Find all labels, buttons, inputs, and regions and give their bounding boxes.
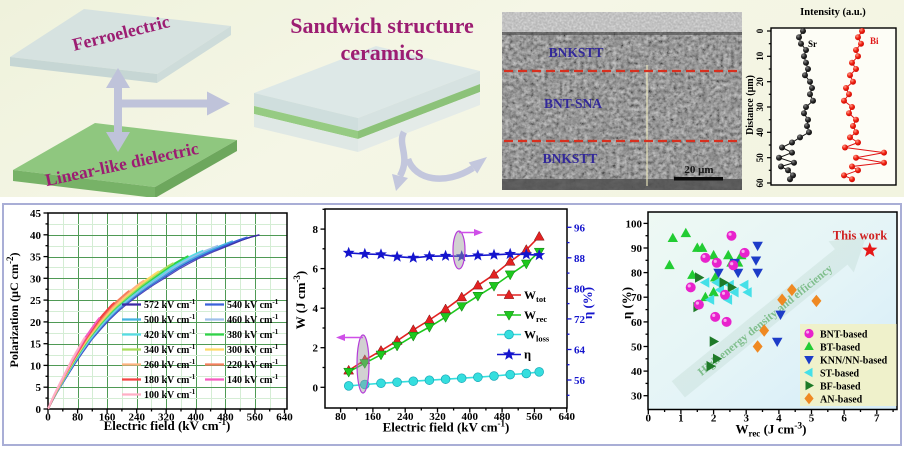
svg-text:4: 4 bbox=[776, 413, 782, 425]
svg-text:35: 35 bbox=[30, 252, 42, 264]
svg-text:Electric field (kV cm-1): Electric field (kV cm-1) bbox=[383, 419, 510, 435]
svg-text:This work: This work bbox=[833, 229, 888, 243]
svg-text:0: 0 bbox=[313, 382, 319, 394]
svg-text:0: 0 bbox=[36, 404, 42, 416]
svg-text:Polarization (μC cm-2): Polarization (μC cm-2) bbox=[5, 253, 21, 368]
svg-text:AN-based: AN-based bbox=[820, 394, 863, 405]
svg-text:20 μm: 20 μm bbox=[684, 164, 713, 176]
svg-text:6: 6 bbox=[313, 264, 319, 276]
svg-text:140 kV cm-1: 140 kV cm-1 bbox=[227, 373, 279, 386]
svg-text:Sr: Sr bbox=[808, 39, 817, 49]
svg-text:40: 40 bbox=[755, 127, 765, 137]
svg-text:240: 240 bbox=[397, 411, 414, 423]
svg-text:ST-based: ST-based bbox=[820, 368, 860, 379]
svg-text:2: 2 bbox=[313, 343, 319, 355]
svg-text:80: 80 bbox=[631, 268, 643, 280]
svg-text:540 kV cm-1: 540 kV cm-1 bbox=[227, 298, 279, 311]
svg-text:1: 1 bbox=[678, 413, 684, 425]
svg-text:100 kV cm-1: 100 kV cm-1 bbox=[144, 388, 196, 401]
svg-text:480: 480 bbox=[217, 412, 234, 424]
svg-text:Sandwich structure: Sandwich structure bbox=[290, 13, 474, 38]
svg-text:4: 4 bbox=[313, 303, 319, 315]
svg-text:BNKSTT: BNKSTT bbox=[543, 151, 598, 166]
svg-text:40: 40 bbox=[631, 366, 643, 378]
svg-text:Electric field (kV cm-1): Electric field (kV cm-1) bbox=[104, 417, 231, 433]
svg-text:88: 88 bbox=[574, 253, 586, 265]
svg-text:80: 80 bbox=[574, 283, 586, 295]
svg-text:0: 0 bbox=[646, 413, 652, 425]
svg-text:380 kV cm-1: 380 kV cm-1 bbox=[227, 328, 279, 341]
svg-text:60: 60 bbox=[755, 178, 765, 188]
svg-text:8: 8 bbox=[313, 224, 319, 236]
svg-text:0: 0 bbox=[755, 28, 765, 33]
svg-text:64: 64 bbox=[574, 345, 586, 357]
svg-text:KNN/NN-based: KNN/NN-based bbox=[820, 355, 888, 366]
svg-text:50: 50 bbox=[755, 153, 765, 163]
svg-text:5: 5 bbox=[809, 413, 815, 425]
svg-text:7: 7 bbox=[874, 413, 880, 425]
svg-text:BNT-based: BNT-based bbox=[820, 329, 868, 340]
svg-text:2: 2 bbox=[711, 413, 717, 425]
svg-text:30: 30 bbox=[755, 102, 765, 112]
svg-text:5: 5 bbox=[36, 382, 42, 394]
svg-text:300 kV cm-1: 300 kV cm-1 bbox=[227, 343, 279, 356]
svg-text:BF-based: BF-based bbox=[820, 381, 861, 392]
svg-text:0: 0 bbox=[45, 412, 51, 424]
svg-text:640: 640 bbox=[558, 411, 575, 423]
svg-text:10: 10 bbox=[30, 360, 42, 372]
svg-text:80: 80 bbox=[335, 411, 347, 423]
svg-text:15: 15 bbox=[30, 339, 42, 351]
svg-text:340 kV cm-1: 340 kV cm-1 bbox=[144, 343, 196, 356]
svg-text:45: 45 bbox=[30, 208, 42, 220]
svg-text:ceramics: ceramics bbox=[340, 40, 423, 65]
svg-text:400: 400 bbox=[462, 411, 479, 423]
svg-text:500 kV cm-1: 500 kV cm-1 bbox=[144, 313, 196, 326]
svg-text:40: 40 bbox=[30, 230, 42, 242]
svg-text:W (J cm-3): W (J cm-3) bbox=[292, 271, 308, 330]
svg-text:10: 10 bbox=[755, 51, 765, 61]
svg-text:30: 30 bbox=[30, 273, 42, 285]
svg-text:70: 70 bbox=[631, 292, 643, 304]
svg-text:560: 560 bbox=[526, 411, 543, 423]
svg-text:η (%): η (%) bbox=[580, 287, 595, 319]
svg-text:572 kV cm-1: 572 kV cm-1 bbox=[144, 298, 196, 311]
svg-text:56: 56 bbox=[574, 375, 586, 387]
svg-text:480: 480 bbox=[494, 411, 511, 423]
svg-text:η: η bbox=[524, 348, 531, 362]
svg-text:60: 60 bbox=[631, 317, 643, 329]
svg-text:160: 160 bbox=[365, 411, 382, 423]
svg-text:320: 320 bbox=[158, 412, 175, 424]
svg-text:20: 20 bbox=[30, 317, 42, 329]
svg-text:80: 80 bbox=[72, 412, 84, 424]
svg-text:Intensity (a.u.): Intensity (a.u.) bbox=[800, 7, 866, 18]
svg-text:260 kV cm-1: 260 kV cm-1 bbox=[144, 358, 196, 371]
svg-text:100: 100 bbox=[626, 218, 643, 230]
svg-text:240: 240 bbox=[128, 412, 145, 424]
svg-text:3: 3 bbox=[743, 413, 749, 425]
svg-text:90: 90 bbox=[631, 243, 643, 255]
svg-text:Bi: Bi bbox=[870, 36, 879, 46]
svg-text:η (%): η (%) bbox=[619, 287, 634, 319]
svg-text:320: 320 bbox=[429, 411, 446, 423]
svg-text:640: 640 bbox=[276, 412, 293, 424]
svg-text:6: 6 bbox=[841, 413, 847, 425]
svg-text:220 kV cm-1: 220 kV cm-1 bbox=[227, 358, 279, 371]
svg-text:25: 25 bbox=[30, 295, 42, 307]
svg-text:420 kV cm-1: 420 kV cm-1 bbox=[144, 328, 196, 341]
svg-text:160: 160 bbox=[99, 412, 116, 424]
svg-text:72: 72 bbox=[574, 314, 586, 326]
svg-text:BNKSTT: BNKSTT bbox=[549, 45, 604, 60]
svg-text:Wrec (J cm-3): Wrec (J cm-3) bbox=[735, 422, 806, 439]
svg-text:30: 30 bbox=[631, 391, 643, 403]
svg-text:460 kV cm-1: 460 kV cm-1 bbox=[227, 313, 279, 326]
svg-text:20: 20 bbox=[755, 77, 765, 87]
svg-text:96: 96 bbox=[574, 222, 586, 234]
svg-text:400: 400 bbox=[188, 412, 205, 424]
svg-text:Distance (μm): Distance (μm) bbox=[745, 75, 756, 135]
svg-text:BNT-SNA: BNT-SNA bbox=[544, 96, 602, 111]
svg-text:BT-based: BT-based bbox=[820, 342, 861, 353]
svg-text:50: 50 bbox=[631, 342, 643, 354]
svg-text:180 kV cm-1: 180 kV cm-1 bbox=[144, 373, 196, 386]
svg-text:560: 560 bbox=[247, 412, 264, 424]
